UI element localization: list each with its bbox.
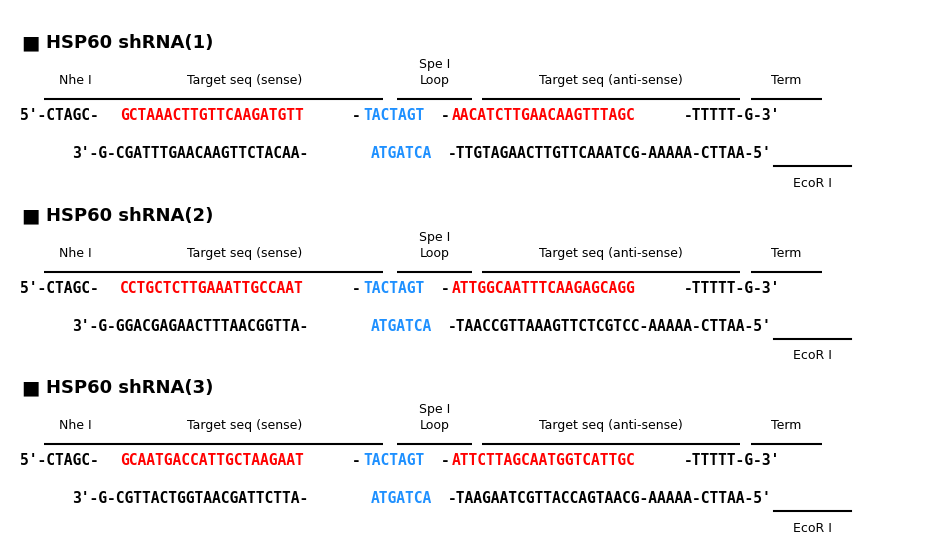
Text: Target seq (sense): Target seq (sense)	[188, 420, 303, 432]
Text: AACATCTTGAACAAGTTTAGC: AACATCTTGAACAAGTTTAGC	[452, 108, 636, 124]
Text: Loop: Loop	[420, 247, 450, 260]
Text: Target seq (sense): Target seq (sense)	[188, 74, 303, 87]
Text: ■: ■	[21, 34, 39, 53]
Text: TACTAGT: TACTAGT	[363, 453, 425, 469]
Text: Loop: Loop	[420, 420, 450, 432]
Text: ATTCTTAGCAATGGTCATTGC: ATTCTTAGCAATGGTCATTGC	[452, 453, 636, 469]
Text: -TAACCGTTAAAGTTCTCGTCC-AAAAA-CTTAA-5': -TAACCGTTAAAGTTCTCGTCC-AAAAA-CTTAA-5'	[447, 318, 771, 334]
Text: -: -	[441, 453, 449, 469]
Text: 3'-G-CGTTACTGGTAACGATTCTTA-: 3'-G-CGTTACTGGTAACGATTCTTA-	[72, 491, 308, 506]
Text: TACTAGT: TACTAGT	[363, 281, 425, 296]
Text: EcoR I: EcoR I	[793, 522, 832, 535]
Text: ■: ■	[21, 379, 39, 398]
Text: EcoR I: EcoR I	[793, 349, 832, 362]
Text: Nhe I: Nhe I	[60, 74, 92, 87]
Text: Spe I: Spe I	[419, 58, 450, 72]
Text: Target seq (anti-sense): Target seq (anti-sense)	[539, 74, 683, 87]
Text: -: -	[352, 108, 361, 124]
Text: Target seq (anti-sense): Target seq (anti-sense)	[539, 247, 683, 260]
Text: ■: ■	[21, 206, 39, 225]
Text: -TAAGAATCGTTACCAGTAACG-AAAAA-CTTAA-5': -TAAGAATCGTTACCAGTAACG-AAAAA-CTTAA-5'	[447, 491, 771, 506]
Text: -TTTTT-G-3': -TTTTT-G-3'	[685, 281, 781, 296]
Text: CCTGCTCTTGAAATTGCCAAT: CCTGCTCTTGAAATTGCCAAT	[120, 281, 304, 296]
Text: 5'-CTAGC-: 5'-CTAGC-	[21, 281, 99, 296]
Text: Target seq (anti-sense): Target seq (anti-sense)	[539, 420, 683, 432]
Text: 5'-CTAGC-: 5'-CTAGC-	[21, 108, 99, 124]
Text: 3'-G-CGATTTGAACAAGTTCTACAA-: 3'-G-CGATTTGAACAAGTTCTACAA-	[72, 146, 308, 161]
Text: Nhe I: Nhe I	[60, 420, 92, 432]
Text: GCAATGACCATTGCTAAGAAT: GCAATGACCATTGCTAAGAAT	[120, 453, 304, 469]
Text: HSP60 shRNA(2): HSP60 shRNA(2)	[46, 207, 213, 225]
Text: GCTAAACTTGTTCAAGATGTT: GCTAAACTTGTTCAAGATGTT	[120, 108, 304, 124]
Text: Spe I: Spe I	[419, 231, 450, 244]
Text: -: -	[352, 453, 361, 469]
Text: -: -	[441, 108, 449, 124]
Text: Term: Term	[771, 420, 801, 432]
Text: ATGATCA: ATGATCA	[370, 491, 432, 506]
Text: -TTGTAGAACTTGTTCAAATCG-AAAAA-CTTAA-5': -TTGTAGAACTTGTTCAAATCG-AAAAA-CTTAA-5'	[447, 146, 771, 161]
Text: -TTTTT-G-3': -TTTTT-G-3'	[685, 453, 781, 469]
Text: HSP60 shRNA(3): HSP60 shRNA(3)	[46, 379, 213, 397]
Text: TACTAGT: TACTAGT	[363, 108, 425, 124]
Text: EcoR I: EcoR I	[793, 177, 832, 190]
Text: Nhe I: Nhe I	[60, 247, 92, 260]
Text: 3'-G-GGACGAGAACTTTAACGGTTA-: 3'-G-GGACGAGAACTTTAACGGTTA-	[72, 318, 308, 334]
Text: ATTGGCAATTTCAAGAGCAGG: ATTGGCAATTTCAAGAGCAGG	[452, 281, 636, 296]
Text: Term: Term	[771, 74, 801, 87]
Text: -: -	[352, 281, 361, 296]
Text: ATGATCA: ATGATCA	[370, 146, 432, 161]
Text: Target seq (sense): Target seq (sense)	[188, 247, 303, 260]
Text: Spe I: Spe I	[419, 403, 450, 416]
Text: -: -	[441, 281, 449, 296]
Text: ATGATCA: ATGATCA	[370, 318, 432, 334]
Text: Term: Term	[771, 247, 801, 260]
Text: Loop: Loop	[420, 74, 450, 87]
Text: HSP60 shRNA(1): HSP60 shRNA(1)	[46, 34, 213, 52]
Text: -TTTTT-G-3': -TTTTT-G-3'	[685, 108, 781, 124]
Text: 5'-CTAGC-: 5'-CTAGC-	[21, 453, 99, 469]
